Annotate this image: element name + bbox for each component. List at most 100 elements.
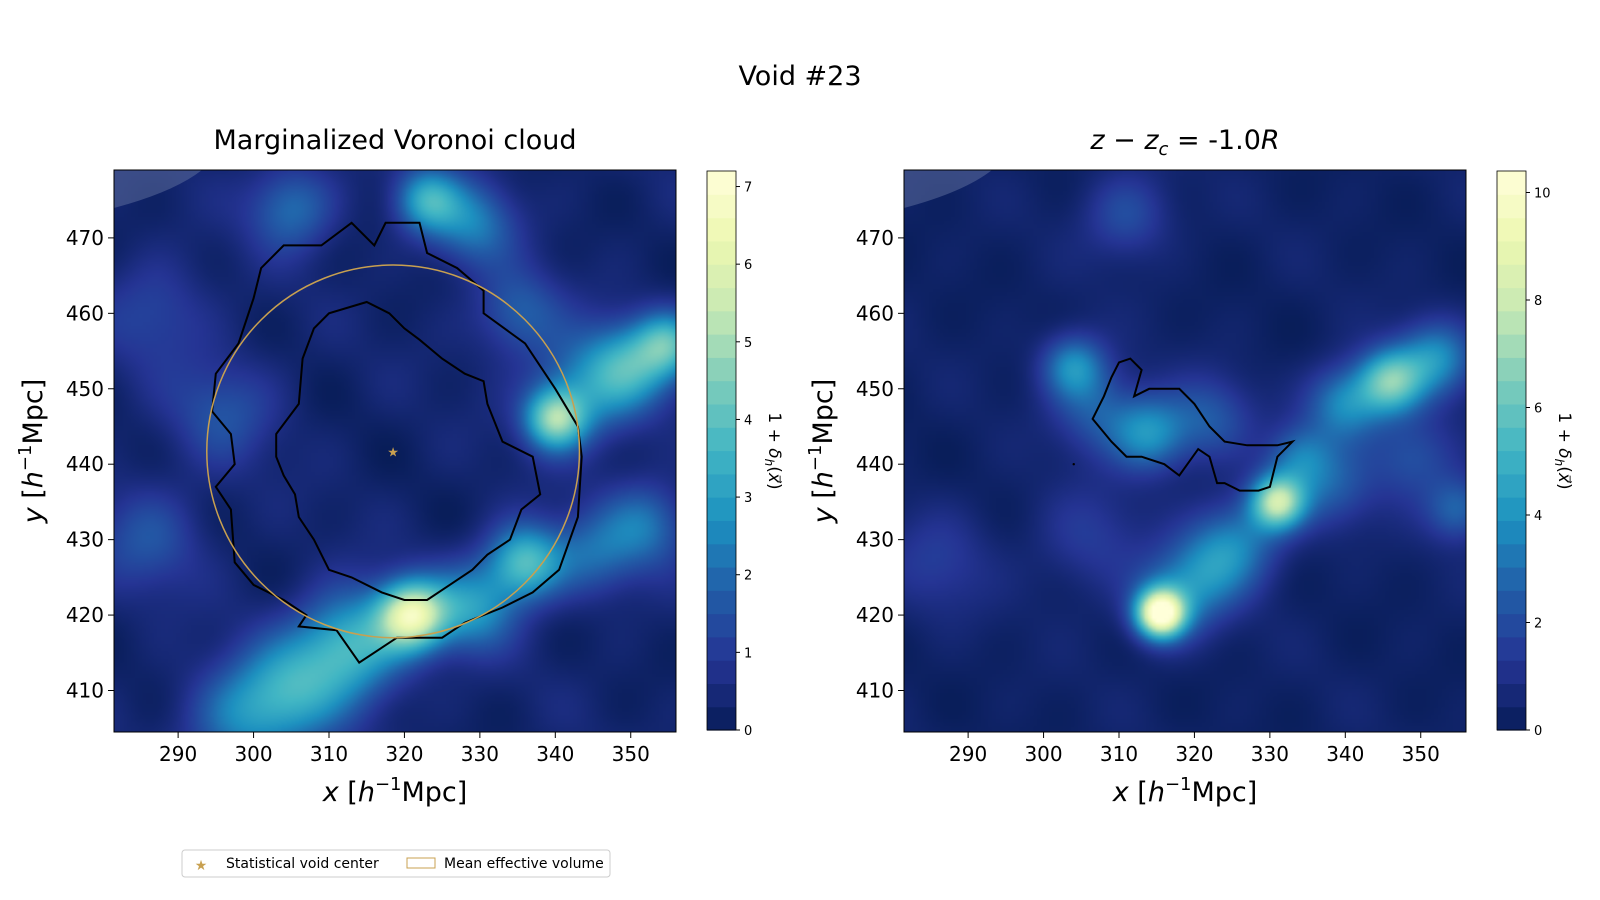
- x-tick-label: 350: [612, 742, 650, 766]
- colorbar-segment: [1497, 403, 1526, 428]
- x-tick-label: 310: [1100, 742, 1138, 766]
- x-tick-label: 290: [159, 742, 197, 766]
- masked-corner-region: [114, 170, 202, 208]
- colorbar-tick-label: 5: [744, 336, 752, 351]
- y-tick-label: 450: [856, 377, 894, 401]
- legend-frame: [181, 849, 611, 878]
- legend-volume-swatch-icon: [406, 857, 436, 869]
- colorbar-segment: [1497, 683, 1526, 708]
- x-tick-label: 340: [536, 742, 574, 766]
- legend-star-icon: ★: [195, 858, 208, 874]
- colorbar-tick-label: 1: [744, 646, 752, 661]
- y-tick-label: 440: [66, 452, 104, 476]
- colorbar-segment: [707, 590, 736, 615]
- colorbar-tick-label: 10: [1534, 187, 1551, 202]
- colorbar-segment: [1497, 334, 1526, 358]
- contour-speck: [1072, 463, 1075, 466]
- figure-suptitle: Void #23: [738, 61, 861, 92]
- x-tick-label: 300: [234, 742, 272, 766]
- panel-right-title: z − zc = -1.0R: [1089, 125, 1279, 160]
- colorbar-segment: [707, 566, 736, 591]
- colorbar-segment: [1497, 543, 1526, 568]
- x-tick-label: 320: [385, 742, 423, 766]
- colorbar-segment: [707, 194, 736, 219]
- colorbar-label-right: 1 + δh(x⃗): [1552, 412, 1574, 489]
- x-tick-label: 300: [1024, 742, 1062, 766]
- axes-frame-right: [903, 169, 1467, 733]
- contour-outer-left: [211, 221, 583, 664]
- colorbar-segment: [1497, 357, 1526, 382]
- colorbar-frame: [706, 170, 737, 731]
- colorbar-segment: [707, 217, 736, 242]
- colorbar-tick-label: 3: [744, 491, 752, 506]
- colorbar-segment: [1497, 194, 1526, 219]
- axis-ticks-right: 290 300 310 320 330 340 350 410 420 430 440 450 460 4…: [856, 226, 1440, 766]
- effective-volume-circle: [206, 264, 581, 639]
- x-tick-label: 290: [949, 742, 987, 766]
- colorbar-tick-label: 0: [1534, 724, 1542, 739]
- colorbar-segment: [1497, 240, 1526, 265]
- colorbar-segment: [707, 264, 736, 289]
- colorbar-segment: [707, 171, 736, 195]
- colorbar-segment: [707, 380, 736, 405]
- colorbar-segment: [1497, 264, 1526, 289]
- contour-inner-left: [275, 300, 542, 601]
- colorbar-segment: [1497, 613, 1526, 638]
- colorbar-segment: [707, 520, 736, 545]
- colorbar-frame: [1496, 170, 1527, 731]
- axis-ticks-left: 290 300 310 320 330 340 350 410 420 430 440 450 460 4…: [66, 226, 650, 766]
- colorbar-segment: [707, 240, 736, 265]
- y-tick-label: 470: [856, 226, 894, 250]
- y-tick-label: 450: [66, 377, 104, 401]
- x-axis-label-left: x [h−1Mpc]: [322, 774, 468, 808]
- colorbar-segment: [707, 636, 736, 661]
- colorbar-tick-label: 8: [1534, 294, 1542, 309]
- colorbar-segment: [1497, 171, 1526, 195]
- y-tick-label: 430: [66, 528, 104, 552]
- colorbar-tick-label: 7: [744, 181, 752, 196]
- panel-right: z − zc = -1.0R 290 300 310 320 330 340 3504104…: [805, 125, 1574, 808]
- colorbar-segment: [707, 334, 736, 358]
- colorbar-segment: [1497, 287, 1526, 312]
- colorbar-segment: [1497, 520, 1526, 545]
- colorbar-segment: [707, 706, 736, 731]
- y-axis-label-right: y [h−1Mpc]: [805, 379, 839, 525]
- colorbar-segment: [1497, 450, 1526, 475]
- x-tick-label: 330: [461, 742, 499, 766]
- x-axis-label-right: x [h−1Mpc]: [1112, 774, 1258, 808]
- colorbar-segment: [1497, 427, 1526, 452]
- colorbar-segment: [707, 287, 736, 312]
- x-tick-label: 330: [1251, 742, 1289, 766]
- colorbar-segment: [707, 543, 736, 568]
- y-tick-label: 420: [66, 603, 104, 627]
- colorbar-right: 0 2 4 6 8 10: [1496, 170, 1551, 739]
- panel-left-title: Marginalized Voronoi cloud: [213, 125, 576, 156]
- colorbar-segment: [707, 497, 736, 521]
- contour-overlay-left: ★: [114, 170, 583, 664]
- panel-left: Marginalized Voronoi cloud ★ 290 300 3 1 0 32…: [15, 125, 784, 808]
- colorbar-tick-label: 4: [1534, 509, 1542, 524]
- colorbar-segment: [1497, 473, 1526, 498]
- colorbar-tick-label: 2: [744, 569, 752, 584]
- colorbar-segment: [1497, 590, 1526, 615]
- x-tick-label: 320: [1175, 742, 1213, 766]
- y-tick-label: 470: [66, 226, 104, 250]
- legend: ★ Statistical void center Mean effective…: [181, 849, 611, 878]
- colorbar-segment: [1497, 706, 1526, 731]
- colorbar-tick-label: 6: [1534, 402, 1542, 417]
- y-tick-label: 430: [856, 528, 894, 552]
- colorbar-segment: [1497, 310, 1526, 335]
- colorbar-segment: [707, 660, 736, 685]
- legend-item-mean-volume: Mean effective volume: [444, 856, 604, 872]
- colorbar-segment: [707, 683, 736, 708]
- y-tick-label: 460: [856, 301, 894, 325]
- void-center-star-icon: ★: [387, 445, 399, 460]
- colorbar-tick-label: 0: [744, 724, 752, 739]
- colorbar-segment: [1497, 636, 1526, 661]
- y-axis-label-left: y [h−1Mpc]: [15, 379, 49, 525]
- y-tick-label: 420: [856, 603, 894, 627]
- colorbar-segment: [1497, 217, 1526, 242]
- axes-frame-left: [113, 169, 677, 733]
- y-tick-label: 410: [856, 679, 894, 703]
